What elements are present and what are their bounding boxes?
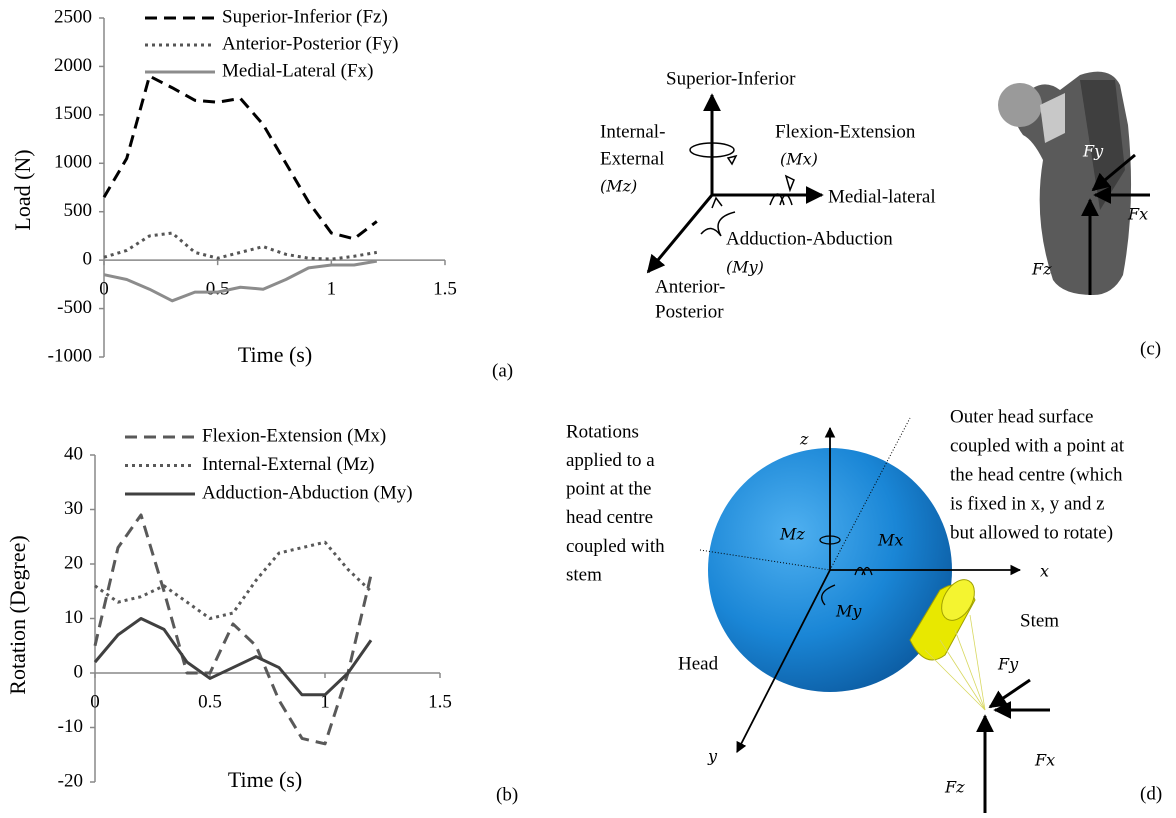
note-line: coupled with [566,536,665,557]
moment-label: Mz [779,525,805,544]
axis-label: Flexion-Extension [775,121,916,142]
x-axis-title: Time (s) [228,767,302,792]
diagram-d [699,417,1050,813]
force-label: Fx [1034,751,1055,770]
series-line [103,259,378,303]
x-axis-title: Time (s) [238,342,312,367]
x-tick-label: 0 [99,279,109,300]
note-line: applied to a [566,450,655,471]
axis-label: x [1040,562,1049,581]
y-tick-label: 20 [64,552,83,573]
note-line: Outer head surface [950,406,1093,427]
note-line: stem [566,564,602,585]
y-tick-label: 0 [74,661,84,682]
panel-label: (b) [496,784,518,805]
x-tick-label: 1.5 [433,279,457,300]
y-tick-label: -10 [58,716,83,737]
diagram-c [646,93,824,274]
force-label: Fz [1031,260,1052,279]
moment-label: My [835,602,862,621]
panel-label: (d) [1140,783,1162,804]
axis-label: Superior-Inferior [666,68,796,89]
legend-label: Flexion-Extension (Mx) [202,425,386,446]
y-tick-label: 2000 [54,55,92,76]
series-line [102,74,378,241]
y-axis-title: Rotation (Degree) [5,535,30,694]
y-tick-label: 10 [64,607,83,628]
legend-label: Internal-External (Mz) [202,454,375,475]
y-axis-title: Load (N) [10,149,35,230]
panel-label: (c) [1140,338,1161,359]
x-tick-label: 0 [90,691,100,712]
force-label: Fy [997,655,1019,674]
axis-label: (My) [726,258,764,277]
y-tick-label: 0 [83,249,93,270]
x-tick-label: 1 [320,691,330,712]
y-tick-label: -1000 [48,345,92,366]
axis-label: (Mx) [780,150,818,169]
legend-label: Anterior-Posterior (Fy) [222,33,398,54]
series-line [93,513,373,746]
y-tick-label: 500 [64,200,93,221]
force-label: Fx [1127,205,1148,224]
axis-label: z [799,430,809,449]
series-line [94,540,373,620]
axis-label: Posterior [655,301,724,322]
axis-label: Medial-lateral [828,186,936,207]
note-line: but allowed to rotate) [950,522,1113,543]
x-tick-label: 1.5 [428,691,452,712]
x-tick-label: 1 [327,279,337,300]
note-line: point at the [566,479,651,500]
part-label: Stem [1020,610,1059,631]
y-tick-label: 1000 [54,152,92,173]
series-line [93,617,373,697]
y-tick-label: 40 [64,443,83,464]
note-line: Rotations [566,421,639,442]
note-line: coupled with a point at [950,435,1125,456]
y-tick-label: -500 [57,297,92,318]
force-arrows [1081,153,1150,295]
axis-label: Adduction-Abduction [726,228,893,249]
femur-image [998,71,1132,296]
axis-label: Anterior- [655,276,725,297]
y-tick-label: -20 [58,770,83,791]
moment-label: Mx [877,531,903,550]
legend-label: Adduction-Abduction (My) [202,482,413,503]
y-tick-label: 30 [64,498,83,519]
note-line: the head centre (which [950,464,1123,485]
axis-label: Internal- [600,121,665,142]
panel-label: (a) [492,360,513,381]
x-tick-label: 0.5 [198,691,222,712]
y-tick-label: 1500 [54,103,92,124]
legend-label: Superior-Inferior (Fz) [222,6,388,27]
legend-label: Medial-Lateral (Fx) [222,60,373,81]
note-line: is fixed in x, y and z [950,493,1105,514]
force-label: Fz [944,778,965,797]
series-line [103,231,378,261]
notes: Rotations applied to a point at the head ce… [566,406,1125,585]
force-label: Fy [1082,142,1104,161]
y-tick-label: 2500 [54,6,92,27]
x-tick-label: 0.5 [206,279,230,300]
axis-label: y [707,747,718,766]
axis-label: External [600,148,664,169]
axis-label: (Mz) [600,177,637,196]
part-label: Head [678,653,719,674]
note-line: head centre [566,507,653,528]
